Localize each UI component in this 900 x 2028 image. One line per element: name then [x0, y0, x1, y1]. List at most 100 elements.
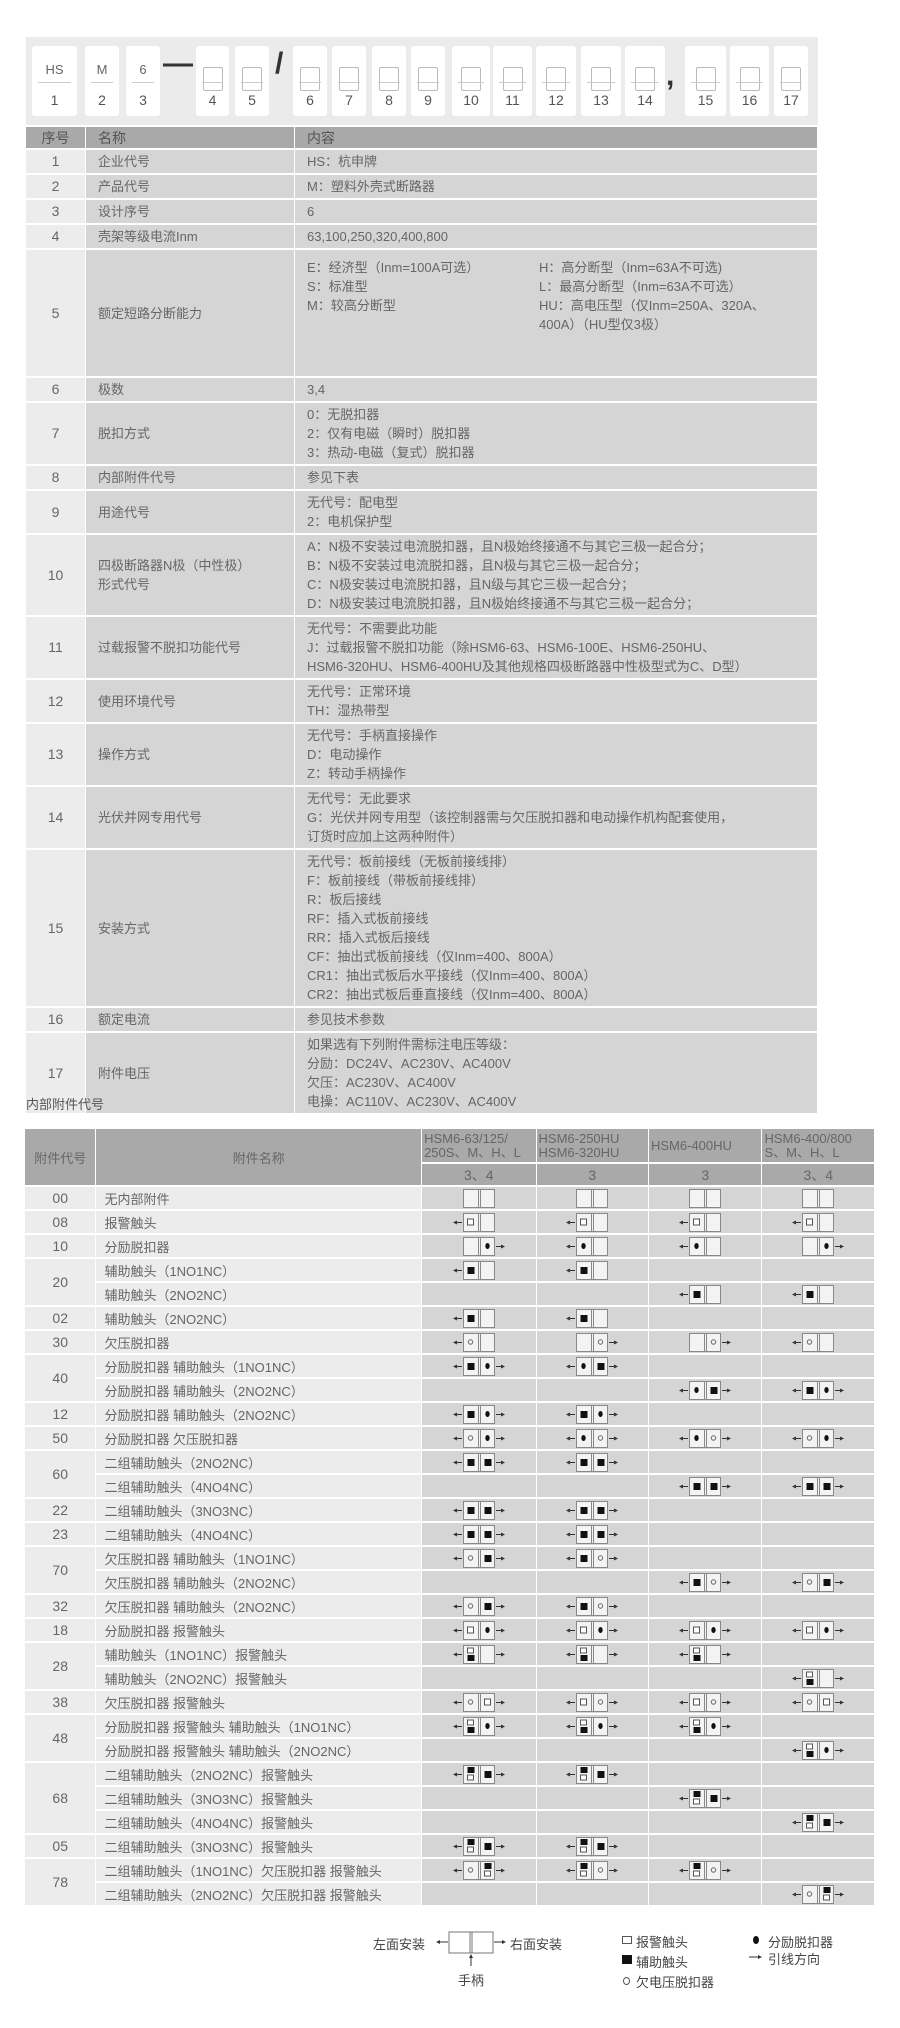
accessory-code: 70: [25, 1547, 97, 1595]
symbol-cell: [649, 1259, 763, 1283]
model-header-1: HSM6-63/125/250S、M、H、L: [422, 1129, 537, 1164]
divider: [338, 82, 360, 83]
code-box-placeholder: [452, 62, 490, 91]
accessory-name: 二组辅助触头（4NO4NC）报警触头: [96, 1811, 423, 1835]
symbol-cell: [649, 1307, 763, 1331]
symbol-cell: [536, 1235, 649, 1259]
symbol-cell: [536, 1715, 649, 1739]
accessory-name: 报警触头: [96, 1211, 423, 1235]
accessory-name: 二组辅助触头（2NO2NC）报警触头: [96, 1763, 423, 1787]
accessory-symbol-icon: [452, 1404, 505, 1424]
symbol-cell: [422, 1427, 537, 1451]
text-line: 额定电流: [98, 1012, 151, 1027]
symbol-cell: [422, 1691, 537, 1715]
accessory-symbol-icon: [679, 1236, 722, 1256]
accessory-name: 分励脱扣器 报警触头 辅助触头（1NO1NC）: [96, 1715, 423, 1739]
symbol-cell: [422, 1763, 537, 1787]
accessory-symbol-icon: [792, 1212, 835, 1232]
symbol-cell: [649, 1451, 763, 1475]
empty-slot-icon: [242, 67, 262, 91]
text-line: 设计序号: [98, 204, 151, 219]
symbol-cell: [649, 1811, 763, 1835]
symbol-cell: [422, 1547, 537, 1571]
text-line: 参见技术参数: [307, 1012, 386, 1027]
symbol-cell: [536, 1547, 649, 1571]
poles-header: 3、4: [762, 1164, 875, 1187]
spec-row-17: 17 附件电压 如果选有下列附件需标注电压等级： 分励：DC24V、AC230V、AC…: [26, 1033, 818, 1115]
accessory-symbol-icon: [679, 1692, 732, 1712]
symbol-cell: [762, 1355, 875, 1379]
accessory-name: 二组辅助触头（2NO2NC）: [96, 1451, 423, 1475]
symbol-cell: [536, 1499, 649, 1523]
row-name: 企业代号: [86, 150, 295, 175]
symbol-cell: [422, 1283, 537, 1307]
row-number: 1: [26, 150, 86, 175]
code-box-number: 2: [98, 92, 106, 108]
symbol-cell: [536, 1259, 649, 1283]
symbol-cell: [536, 1427, 649, 1451]
code-box-placeholder: [493, 62, 532, 91]
symbol-cell: [762, 1427, 875, 1451]
text-line: 无代号：配电型: [307, 495, 399, 510]
poles-header: 3、4: [422, 1164, 537, 1187]
code-box-number: 13: [593, 92, 609, 108]
accessory-symbol-icon: [566, 1836, 619, 1856]
divider: [691, 82, 720, 83]
accessory-symbol-icon: [679, 1212, 722, 1232]
symbol-cell: [762, 1283, 875, 1307]
spec-table-header: 序号 名称 内容: [26, 127, 818, 150]
symbol-cell: [649, 1331, 763, 1355]
symbol-cell: [762, 1259, 875, 1283]
row-number: 7: [26, 403, 86, 466]
symbol-cell: [536, 1307, 649, 1331]
symbol-cell: [536, 1691, 649, 1715]
accessory-symbol-icon: [462, 1236, 505, 1256]
code-box-placeholder: [411, 62, 445, 91]
text-line: M：塑料外壳式断路器: [307, 179, 435, 194]
accessory-symbol-icon: [566, 1404, 619, 1424]
text-line: 光伏并网专用代号: [98, 810, 203, 825]
accessory-symbol-icon: [679, 1572, 732, 1592]
row-content: 3,4: [295, 378, 818, 403]
text-line: HSM6-400HU: [651, 1137, 732, 1153]
lead-direction-icon: [749, 1955, 762, 1959]
symbol-cell: [536, 1811, 649, 1835]
text-line: RR：插入式板后接线: [307, 930, 430, 945]
accessory-name: 分励脱扣器 辅助触头（1NO1NC）: [96, 1355, 423, 1379]
accessory-symbol-icon: [792, 1812, 845, 1832]
divider: [780, 82, 802, 83]
text-line: E：经济型（Inm=100A可选）: [307, 260, 480, 275]
accessory-symbol-icon: [792, 1284, 835, 1304]
text-line: 操作方式: [98, 747, 151, 762]
accessory-row: 60 二组辅助触头（2NO2NC）: [25, 1451, 875, 1499]
divider: [202, 82, 223, 83]
symbol-cell: [649, 1187, 763, 1211]
accessory-symbol-icon: [452, 1332, 495, 1352]
spec-row-10: 10 四极断路器N极（中性极） 形式代号 A：N极不安装过电流脱扣器，且N极始终接通不…: [26, 535, 818, 617]
accessory-row: 二组辅助触头（3NO3NC）报警触头: [25, 1787, 875, 1811]
header-no: 序号: [26, 127, 86, 150]
symbol-cell: [422, 1619, 537, 1643]
symbol-cell: [422, 1595, 537, 1619]
accessory-row: 22 二组辅助触头（3NO3NC）: [25, 1499, 875, 1523]
row-content: 无代号：手柄直接操作 D：电动操作 Z：转动手柄操作: [295, 724, 818, 787]
text-line: 400A）（HU型仅3极）: [539, 317, 667, 332]
header-name: 附件名称: [96, 1129, 423, 1187]
row-number: 10: [26, 535, 86, 617]
row-number: 17: [26, 1033, 86, 1115]
text-line: 使用环境代号: [98, 693, 177, 709]
symbol-cell: [536, 1283, 649, 1307]
symbol-cell: [536, 1619, 649, 1643]
text-line: 无代号：不需要此功能: [307, 621, 438, 636]
symbol-cell: [762, 1211, 875, 1235]
text-line: R：板后接线: [307, 892, 382, 907]
symbol-cell: [762, 1307, 875, 1331]
undervoltage-release-icon: [623, 1977, 630, 1985]
divider: [499, 82, 526, 83]
legend-shunt: 分励脱扣器: [768, 1935, 834, 1950]
symbol-cell: [649, 1715, 763, 1739]
text-line: A：N极不安装过电流脱扣器，且N极始终接通不与其它三极一起合分；: [307, 539, 712, 554]
symbol-cell: [649, 1355, 763, 1379]
symbol-cell: [422, 1211, 537, 1235]
divider: [378, 82, 400, 83]
